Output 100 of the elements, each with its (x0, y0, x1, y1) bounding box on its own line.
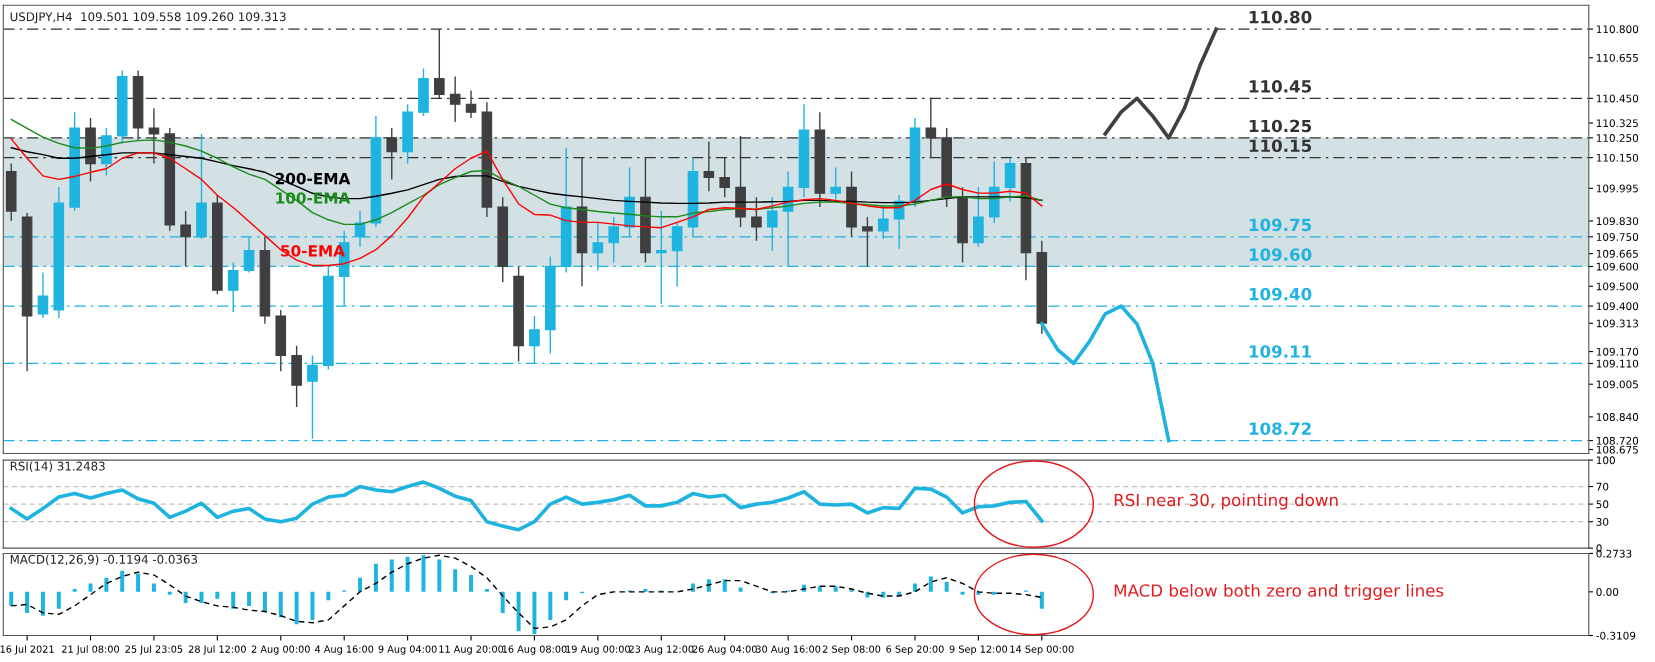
bar (72, 589, 77, 592)
annotation: MACD below both zero and trigger lines (1114, 583, 1444, 601)
y-tick-label: 110.150 (1596, 153, 1639, 162)
y-tick-label: 108.840 (1596, 413, 1639, 421)
x-tick-label: 16 Aug 08:00 (502, 645, 567, 655)
y-tick-label: 109.500 (1596, 282, 1639, 291)
ref-line-label: 109.11 (1249, 345, 1312, 358)
chart-title: RSI(14) 31.2483 (10, 461, 105, 472)
x-tick-label: 26 Aug 04:00 (692, 645, 757, 655)
bar (500, 591, 505, 613)
x-tick-label: 28 Jul 12:00 (188, 645, 246, 655)
bar (262, 591, 267, 612)
bar (373, 563, 378, 592)
bar (453, 569, 458, 592)
bar (310, 591, 315, 620)
bar (469, 574, 474, 592)
x-tick-label: 6 Sep 20:00 (886, 645, 944, 655)
y-tick-label: 109.005 (1596, 380, 1638, 389)
bar (389, 559, 394, 592)
y-tick-label: 109.830 (1596, 217, 1639, 226)
x-tick-label: 30 Aug 16:00 (756, 645, 821, 655)
bar (151, 583, 156, 592)
bar (928, 576, 933, 592)
bar (56, 591, 61, 609)
y-tick-label: 70 (1596, 482, 1609, 491)
line-series (10, 554, 1043, 630)
bar (484, 589, 489, 592)
bar (992, 591, 997, 595)
y-tick-label: -0.3109 (1596, 631, 1636, 640)
y-tick-label: 110.655 (1596, 53, 1638, 62)
bar (691, 583, 695, 592)
y-tick-label: 109.600 (1596, 262, 1639, 271)
bar (738, 587, 743, 592)
y-tick-label: 100 (1596, 456, 1615, 465)
line-series (10, 138, 1043, 267)
bar (278, 591, 283, 618)
y-tick-label: 109.665 (1596, 249, 1638, 258)
y-tick-label: 109.995 (1596, 184, 1638, 193)
x-tick-label: 4 Aug 16:00 (314, 645, 374, 655)
candlestick (180, 210, 191, 268)
bar (548, 591, 553, 620)
y-tick-label: 110.800 (1596, 25, 1639, 34)
y-tick-label: 108.675 (1596, 445, 1638, 454)
candlestick (862, 216, 873, 268)
text: USDJPY,H4 109.501 109.558 109.260 109.313 (10, 12, 286, 24)
ref-line-label: 109.40 (1249, 287, 1312, 301)
x-tick-label: 25 Jul 23:05 (125, 645, 183, 655)
bar (722, 579, 727, 592)
x-tick-label: 19 Aug 00:00 (566, 645, 630, 655)
x-tick-label: 23 Aug 12:00 (629, 645, 694, 655)
bar (960, 591, 965, 595)
line-series (1103, 27, 1219, 140)
bar (944, 582, 949, 592)
bar (247, 591, 252, 606)
bar (564, 591, 569, 601)
y-tick-label: 110.450 (1596, 94, 1639, 103)
ref-line-label: 110.45 (1249, 80, 1312, 93)
x-tick-label: 14 Sep 00:00 (1010, 645, 1074, 655)
bar (643, 589, 648, 592)
bar (9, 591, 14, 606)
bar (40, 591, 45, 616)
bar (817, 586, 822, 592)
bar (833, 586, 838, 592)
bar (358, 577, 363, 592)
bar (421, 555, 426, 592)
y-tick-label: 108.720 (1596, 436, 1639, 445)
ref-line-label: 108.72 (1249, 422, 1311, 435)
y-tick-label: 109.170 (1596, 347, 1639, 356)
x-tick-label: 2 Aug 00:00 (251, 645, 310, 655)
y-tick-label: 110.250 (1596, 134, 1639, 142)
y-tick-label: 110.325 (1596, 119, 1638, 128)
bar (912, 583, 917, 592)
bar (516, 591, 521, 632)
bar (167, 591, 172, 595)
ref-line-label: 110.80 (1249, 10, 1312, 24)
ref-line-label: 109.60 (1249, 248, 1312, 261)
bar (437, 559, 442, 592)
bar (136, 573, 141, 592)
bar (532, 591, 537, 634)
bar (120, 570, 125, 592)
y-tick-label: 109.110 (1596, 359, 1639, 368)
bar (25, 591, 30, 613)
line-series (9, 480, 1044, 532)
bar (1039, 591, 1044, 609)
y-tick-label: 109.400 (1596, 302, 1639, 311)
x-tick-label: 2 Sep 08:00 (822, 645, 881, 655)
y-tick-label: 109.313 (1596, 319, 1638, 328)
ref-line-label: 109.75 (1249, 218, 1312, 232)
candlestick (751, 196, 762, 242)
bar (405, 556, 410, 592)
x-tick-label: 11 Aug 20:00 (439, 645, 504, 655)
bar (326, 591, 331, 601)
bar (215, 591, 220, 599)
ref-line-label: 110.15 (1249, 139, 1312, 153)
y-tick-label: 50 (1596, 500, 1609, 509)
y-tick-label: 0.00 (1596, 588, 1619, 596)
bar (104, 577, 109, 592)
bar (231, 591, 236, 609)
annotation: RSI near 30, pointing down (1114, 493, 1338, 510)
candlestick (1004, 156, 1016, 202)
